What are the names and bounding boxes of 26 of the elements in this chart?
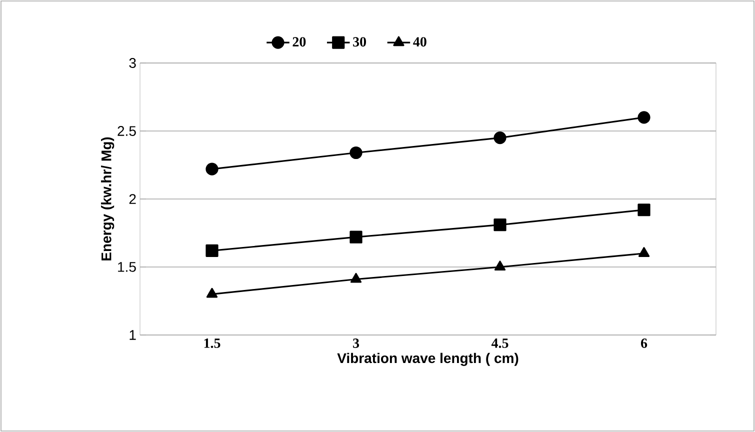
point: [206, 162, 218, 176]
x-tick-label: 4.5: [491, 338, 508, 348]
y-axis-title: Energy (kw.hr/ Mg): [101, 137, 114, 260]
point: [350, 146, 362, 160]
point: [206, 244, 218, 257]
point: [350, 272, 362, 283]
point: [638, 111, 650, 124]
y-tick-label: 2: [129, 194, 136, 204]
point: [638, 204, 650, 216]
point: [350, 230, 362, 244]
y-tick-label: 1.5: [118, 262, 136, 272]
point: [494, 132, 506, 144]
x-axis-title: Vibration wave length ( cm): [337, 352, 518, 366]
point: [494, 218, 506, 232]
legend-label: 30: [353, 37, 366, 47]
y-tick-label: 2.5: [118, 126, 136, 136]
point: [206, 288, 218, 298]
y-tick-label: 3: [129, 58, 136, 68]
point: [638, 247, 650, 257]
x-tick-label: 1.5: [204, 338, 220, 348]
legend-label: 40: [413, 37, 426, 47]
x-tick-label: 6: [640, 338, 648, 348]
y-tick-label: 1: [130, 330, 136, 340]
legend-label: 20: [292, 37, 306, 47]
point: [494, 260, 506, 271]
x-tick-label: 3: [353, 338, 360, 348]
